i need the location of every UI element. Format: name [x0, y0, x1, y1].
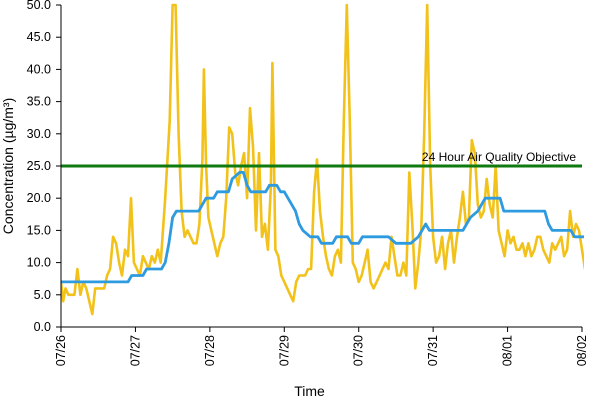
y-axis-ticks: 0.0 5.0 10.0 15.0 20.0 25.0 30.0 35.0 40.0 45.0 50… [27, 0, 61, 334]
rolling-average-series-line [61, 170, 584, 284]
y-tick-label: 10.0 [27, 256, 51, 270]
x-tick-label: 07/28 [203, 335, 217, 366]
series-layer [61, 3, 584, 316]
x-tick-label: 08/01 [501, 335, 515, 366]
x-tick-label: 07/27 [128, 335, 142, 366]
y-tick-label: 30.0 [27, 127, 51, 141]
x-tick-label: 07/26 [54, 335, 68, 366]
objective-annotation: 24 Hour Air Quality Objective [422, 150, 576, 164]
x-axis-title: Time [294, 383, 325, 399]
y-tick-label: 15.0 [27, 223, 51, 237]
x-tick-label: 07/31 [426, 335, 440, 366]
y-tick-label: 20.0 [27, 191, 51, 205]
y-tick-label: 25.0 [27, 159, 51, 173]
y-tick-label: 40.0 [27, 62, 51, 76]
y-tick-label: 5.0 [34, 288, 51, 302]
x-tick-label: 08/02 [575, 335, 589, 366]
y-tick-label: 45.0 [27, 30, 51, 44]
x-tick-label: 07/29 [277, 335, 291, 366]
y-axis-title: Concentration (µg/m³) [0, 98, 16, 234]
y-tick-label: 35.0 [27, 95, 51, 109]
hourly-series-line [61, 3, 584, 316]
x-axis-ticks: 07/26 07/27 07/28 07/29 07/30 07/31 08/01 08/02 [54, 327, 589, 366]
y-tick-label: 50.0 [27, 0, 51, 12]
x-tick-label: 07/30 [352, 335, 366, 366]
y-tick-label: 0.0 [34, 320, 51, 334]
